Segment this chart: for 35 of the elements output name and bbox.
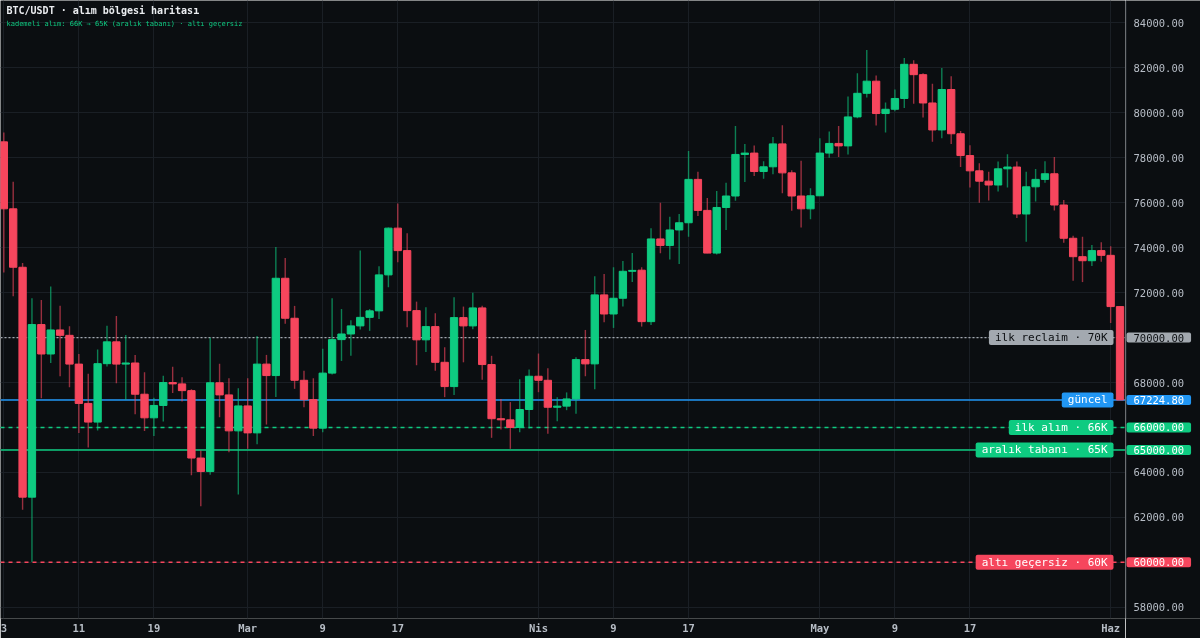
y-tick-label: 80000.00 bbox=[1133, 106, 1185, 119]
y-tick-label: 76000.00 bbox=[1133, 196, 1185, 209]
y-tick-label: 84000.00 bbox=[1133, 16, 1185, 29]
x-tick-label: 17 bbox=[682, 621, 695, 634]
x-tick-label: 11 bbox=[72, 621, 86, 634]
y-tick-label: 58000.00 bbox=[1133, 601, 1185, 614]
x-tick-label: 9 bbox=[319, 621, 326, 634]
text: BTC/USDT · alım bölgesi haritası bbox=[6, 5, 200, 16]
x-tick-label: 9 bbox=[610, 621, 617, 634]
y-tick-label: 67224.80 bbox=[1133, 393, 1185, 406]
y-tick-label: 66000.00 bbox=[1133, 421, 1185, 434]
y-tick-label: 74000.00 bbox=[1133, 241, 1185, 254]
x-tick-label: 19 bbox=[147, 621, 161, 634]
y-tick-label: 68000.00 bbox=[1133, 376, 1185, 389]
y-tick-label: 64000.00 bbox=[1133, 466, 1185, 479]
x-tick-label: May bbox=[810, 621, 831, 634]
y-tick-label: 65000.00 bbox=[1133, 443, 1185, 456]
y-tick-label: 72000.00 bbox=[1133, 286, 1185, 299]
x-tick-label: 3 bbox=[0, 621, 7, 634]
ref-line-label: aralık tabanı · 65K bbox=[981, 443, 1108, 457]
x-tick-label: 9 bbox=[891, 621, 899, 634]
y-tick-label: 82000.00 bbox=[1133, 61, 1185, 74]
x-tick-label: Haz bbox=[1101, 621, 1121, 634]
x-tick-label: 17 bbox=[391, 621, 405, 634]
ref-line-label: altı geçersiz · 60K bbox=[981, 555, 1108, 569]
y-tick-label: 70000.00 bbox=[1133, 331, 1185, 344]
x-tick-label: Nis bbox=[528, 621, 548, 634]
y-tick-label: 78000.00 bbox=[1133, 151, 1185, 164]
ref-line-label: ilk alım · 66K bbox=[1014, 420, 1108, 434]
ref-line-label: güncel bbox=[1067, 393, 1108, 407]
y-tick-label: 62000.00 bbox=[1133, 511, 1185, 524]
y-tick-label: 60000.00 bbox=[1133, 556, 1185, 569]
x-tick-label: Mar bbox=[238, 621, 258, 634]
x-tick-label: 17 bbox=[963, 621, 977, 634]
ref-line-label: ilk reclaim · 70K bbox=[994, 331, 1108, 345]
